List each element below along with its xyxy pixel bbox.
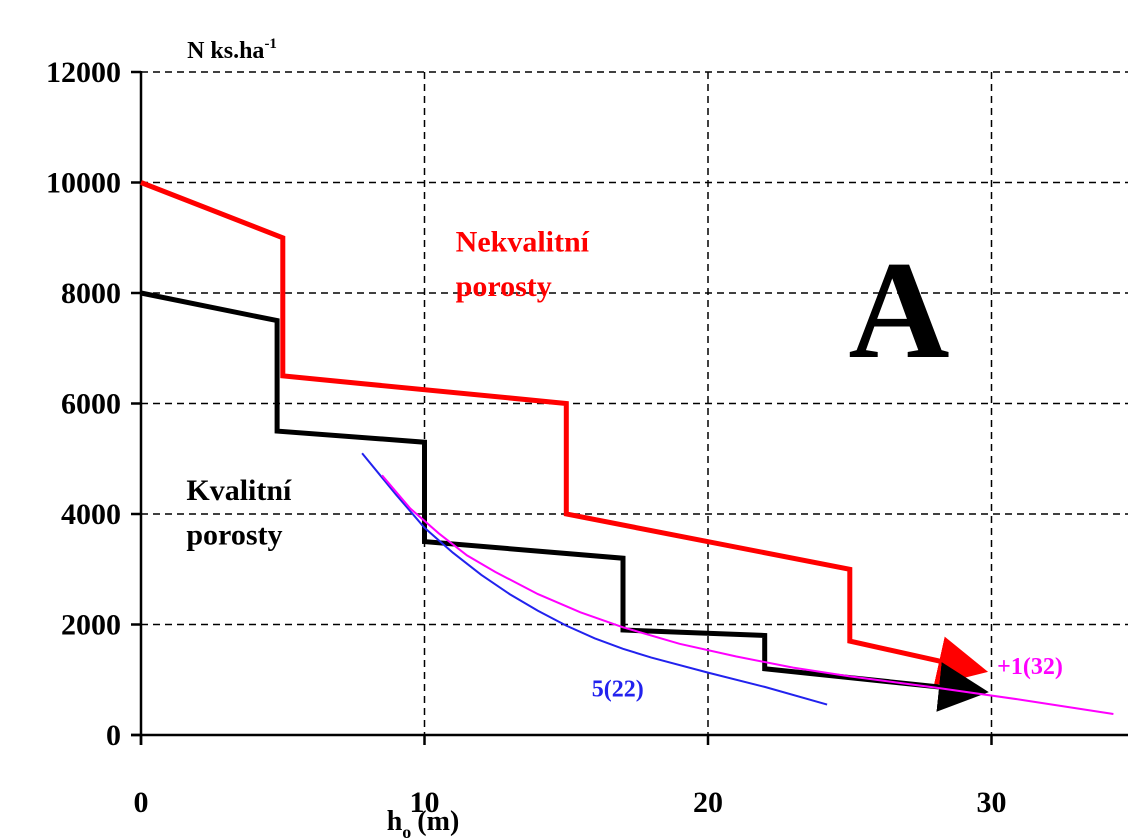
series-line-nekvalitni — [140, 180, 989, 686]
y-tick-label-10000: 10000 — [46, 167, 121, 200]
y-tick-label-2000: 2000 — [61, 609, 121, 642]
x-axis-label: ho (m) — [387, 806, 460, 840]
annotation-label-1-32: +1(32) — [997, 654, 1063, 680]
x-tick-label-20: 20 — [693, 786, 723, 819]
annotation-kvalitni-2: porosty — [186, 518, 282, 551]
y-axis-label: N ks.ha-1 — [187, 36, 277, 64]
grid-lines — [141, 71, 1128, 735]
annotations: Nekvalitní porosty Kvalitní porosty 5(22) +1(… — [186, 226, 1062, 703]
axes — [131, 70, 1128, 745]
series-line-curve_1_32 — [381, 474, 1114, 715]
series-lines — [140, 180, 1114, 715]
annotation-nekvalitni-2: porosty — [456, 270, 552, 303]
y-tick-label-4000: 4000 — [61, 498, 121, 531]
y-tick-label-0: 0 — [106, 719, 121, 752]
y-tick-label-8000: 8000 — [61, 277, 121, 310]
y-tick-label-6000: 6000 — [61, 388, 121, 421]
series-line-curve_5_22 — [361, 452, 828, 706]
tick-labels: 0 2000 4000 6000 8000 10000 12000 0 10 20 30 — [46, 56, 1007, 819]
panel-letter: A — [848, 233, 949, 388]
y-tick-label-12000: 12000 — [46, 56, 121, 89]
series-line-kvalitni — [140, 290, 989, 712]
annotation-nekvalitni-1: Nekvalitní — [456, 226, 590, 259]
x-tick-label-30: 30 — [977, 786, 1007, 819]
annotation-kvalitni-1: Kvalitní — [186, 474, 292, 507]
x-tick-label-10: 10 — [410, 786, 440, 819]
annotation-label-5-22: 5(22) — [592, 676, 644, 702]
x-tick-label-0: 0 — [134, 786, 149, 819]
